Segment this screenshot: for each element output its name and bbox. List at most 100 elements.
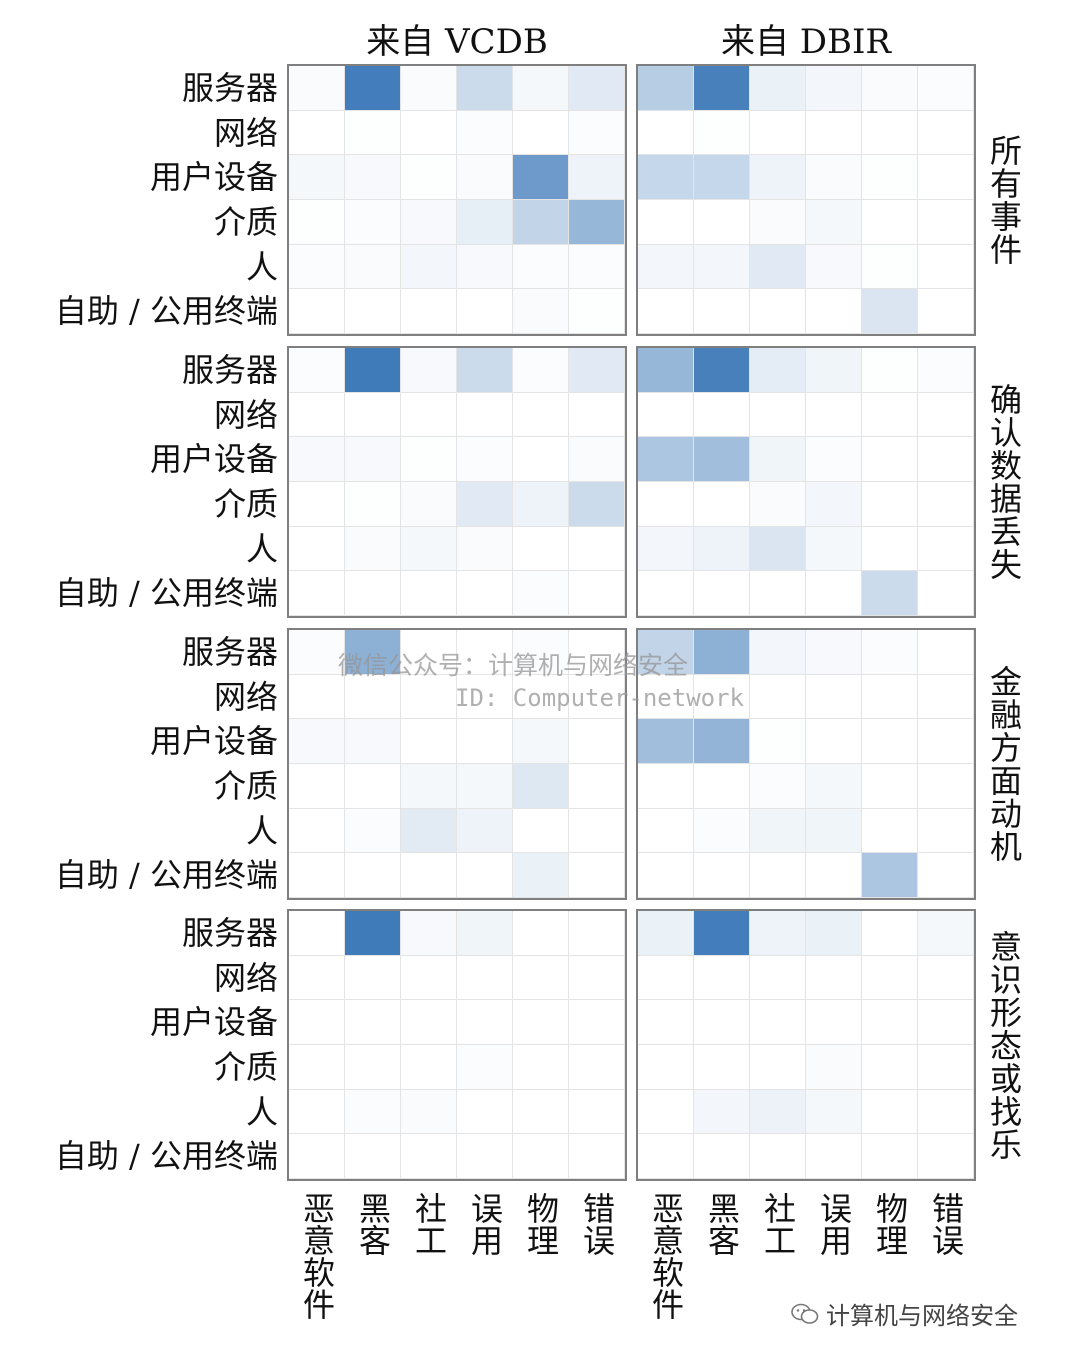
heatmap-cell [918,571,974,616]
heatmap-cell [918,289,974,334]
heatmap-cell [638,526,694,572]
heatmap-cell [345,110,401,156]
heatmap-cell [806,526,862,572]
heatmap-cell [289,1089,345,1135]
heatmap-cell [513,630,569,675]
heatmap-cell [513,289,569,334]
heatmap-cell [401,66,457,111]
heatmap-cell [750,110,806,156]
heatmap-cell [862,526,918,572]
x-tick-label-text: 黑客 [703,1192,741,1256]
x-tick-label-text: 恶意软件 [647,1192,685,1320]
heatmap-panel [287,628,627,900]
row-label: 用户设备 [149,158,278,197]
heatmap-cell [806,392,862,438]
heatmap-cell [750,392,806,438]
heatmap-cell [638,155,694,200]
heatmap-cell [694,1000,750,1045]
x-tick-label: 物理 [513,1192,569,1256]
heatmap-cell [513,955,569,1001]
heatmap-cell [457,571,513,616]
row-label: 自助 / 公用终端 [54,1137,278,1176]
heatmap-cell [401,808,457,854]
row-label: 网络 [213,958,278,997]
heatmap-cell [694,1089,750,1135]
heatmap-cell [918,853,974,898]
row-label: 人 [245,1092,278,1131]
heatmap-cell [345,348,401,393]
heatmap-cell [513,571,569,616]
heatmap-cell [638,1000,694,1045]
heatmap-cell [457,200,513,245]
heatmap-cell [457,719,513,764]
x-tick-label-text: 社工 [410,1192,448,1256]
heatmap-cell [569,482,625,527]
heatmap-cell [401,630,457,675]
heatmap-cell [457,955,513,1001]
row-label: 用户设备 [149,440,278,479]
heatmap-cell [401,155,457,200]
heatmap-cell [569,1134,625,1179]
heatmap-cell [401,955,457,1001]
heatmap-cell [345,674,401,720]
heatmap-cell [401,764,457,809]
x-tick-label-text: 社工 [759,1192,797,1256]
heatmap-cell [289,764,345,809]
heatmap-cell [638,911,694,956]
heatmap-cell [862,853,918,898]
heatmap-cell [918,1134,974,1179]
row-label: 用户设备 [149,722,278,761]
heatmap-cell [401,392,457,438]
heatmap-cell [862,1134,918,1179]
heatmap-cell [345,200,401,245]
x-tick-label-text: 错误 [578,1192,616,1256]
heatmap-cell [457,155,513,200]
heatmap-cell [862,200,918,245]
x-tick-label: 社工 [750,1192,806,1256]
heatmap-cell [750,200,806,245]
heatmap-cell [750,526,806,572]
x-tick-label-text: 物理 [522,1192,560,1256]
heatmap-cell [750,764,806,809]
x-tick-label: 误用 [457,1192,513,1256]
heatmap-cell [750,674,806,720]
heatmap-cell [289,630,345,675]
heatmap-cell [289,1134,345,1179]
heatmap-cell [345,955,401,1001]
heatmap-cell [750,853,806,898]
heatmap-cell [345,764,401,809]
watermark-line-1: 微信公众号：计算机与网络安全 [338,651,689,680]
heatmap-cell [694,392,750,438]
heatmap-cell [862,348,918,393]
facet-label-text: 金融方面动机 [985,665,1023,863]
heatmap-cell [694,110,750,156]
heatmap-cell [289,289,345,334]
row-label: 用户设备 [149,1003,278,1042]
heatmap-cell [694,155,750,200]
heatmap-cell [569,348,625,393]
heatmap-cell [457,437,513,482]
heatmap-cell [345,571,401,616]
heatmap-cell [569,853,625,898]
heatmap-cell [401,348,457,393]
heatmap-cell [638,200,694,245]
heatmap-cell [862,571,918,616]
heatmap-cell [750,482,806,527]
heatmap-cell [806,437,862,482]
heatmap-cell [457,110,513,156]
heatmap-cell [694,955,750,1001]
heatmap-cell [750,1134,806,1179]
heatmap-cell [918,200,974,245]
x-tick-label-text: 黑客 [354,1192,392,1256]
watermark-line-2: ID: Computer-network [455,684,744,712]
heatmap-cell [638,808,694,854]
heatmap-cell [513,437,569,482]
heatmap-cell [289,853,345,898]
heatmap-cell [750,1089,806,1135]
heatmap-cell [862,719,918,764]
heatmap-cell [345,808,401,854]
heatmap-cell [289,911,345,956]
heatmap-cell [457,1045,513,1090]
heatmap-cell [694,630,750,675]
